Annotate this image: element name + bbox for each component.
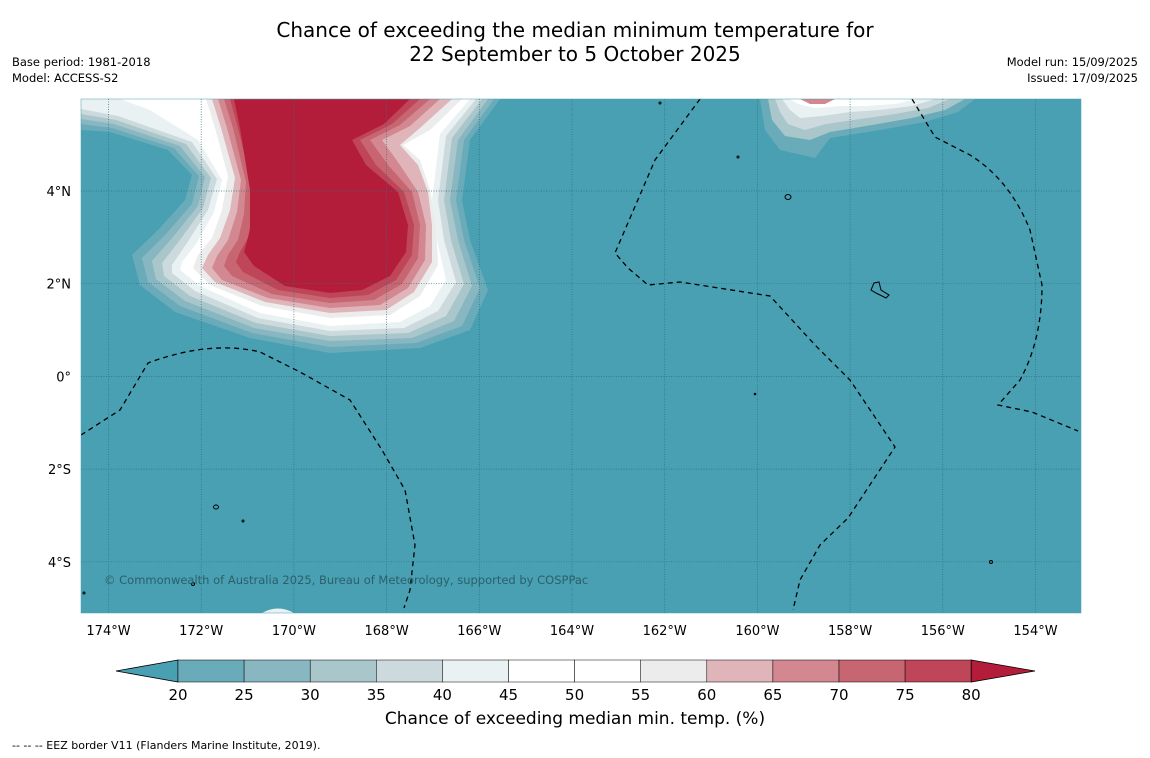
x-axis-ticks: 174°W 172°W 170°W 168°W 166°W 164°W 162°W 160°W… — [86, 624, 1057, 639]
colorbar-tick-label: 35 — [367, 686, 386, 700]
x-tick-label: 168°W — [365, 624, 409, 639]
colorbar-bin — [508, 659, 575, 683]
colorbar-tick-label: 20 — [168, 686, 187, 700]
y-tick-label: 4°S — [48, 556, 71, 571]
model-text: Model: ACCESS-S2 — [12, 71, 119, 85]
colorbar-bin — [574, 659, 641, 683]
x-tick-label: 170°W — [272, 624, 316, 639]
x-tick-label: 162°W — [643, 624, 687, 639]
map-frame — [80, 98, 1082, 614]
anomaly-region-west — [81, 99, 500, 353]
map-figure: © Commonwealth of Australia 2025, Bureau… — [47, 98, 1082, 700]
colorbar-extend-low — [115, 659, 179, 683]
copyright-text: © Commonwealth of Australia 2025, Bureau… — [104, 573, 588, 587]
base-period-text: Base period: 1981-2018 — [12, 55, 151, 69]
chart-title: Chance of exceeding the median minimum t… — [0, 18, 1150, 66]
colorbar-tick-label: 30 — [301, 686, 320, 700]
colorbar-bin — [177, 659, 245, 683]
anomaly-blip-south — [262, 608, 294, 613]
colorbar-bin — [640, 659, 708, 683]
map-grid — [81, 99, 1081, 613]
colorbar-bin — [376, 659, 443, 683]
x-tick-label: 158°W — [828, 624, 872, 639]
colorbar-tick-label: 40 — [433, 686, 452, 700]
y-tick-label: 2°S — [48, 463, 71, 478]
colorbar: 20 25 30 35 40 45 50 55 60 65 70 75 80 — [115, 659, 1036, 700]
colorbar-tick-label: 55 — [631, 686, 650, 700]
colorbar-tick-label: 45 — [499, 686, 518, 700]
x-tick-label: 156°W — [921, 624, 965, 639]
colorbar-bin — [904, 659, 972, 683]
y-tick-label: 4°N — [47, 185, 72, 200]
colorbar-tick-label: 80 — [962, 686, 981, 700]
issued-text: Issued: 17/09/2025 — [1027, 71, 1138, 85]
eez-borders — [81, 99, 1079, 611]
meta-left: Base period: 1981-2018 Model: ACCESS-S2 — [12, 54, 151, 86]
title-line-1: Chance of exceeding the median minimum t… — [276, 18, 874, 42]
anomaly-region-northeast — [760, 99, 975, 158]
colorbar-bin — [706, 659, 774, 683]
colorbar-bin — [772, 659, 840, 683]
colorbar-tick-label: 70 — [829, 686, 848, 700]
x-tick-label: 160°W — [735, 624, 779, 639]
colorbar-tick-label: 50 — [565, 686, 584, 700]
x-tick-label: 154°W — [1013, 624, 1057, 639]
colorbar-label: Chance of exceeding median min. temp. (%… — [384, 709, 766, 729]
colorbar-tick-label: 60 — [697, 686, 716, 700]
colorbar-tick-label: 65 — [763, 686, 782, 700]
x-tick-label: 166°W — [457, 624, 501, 639]
colorbar-bin — [838, 659, 906, 683]
islands — [82, 101, 993, 595]
colorbar-bin — [309, 659, 377, 683]
colorbar-bin — [243, 659, 311, 683]
y-tick-label: 0° — [56, 370, 71, 385]
eez-legend-note: -- -- -- EEZ border V11 (Flanders Marine… — [12, 739, 321, 752]
y-axis-ticks: 4°N 2°N 0° 2°S 4°S — [47, 185, 72, 571]
title-line-2: 22 September to 5 October 2025 — [409, 42, 741, 66]
colorbar-extend-high — [970, 659, 1036, 683]
y-tick-label: 2°N — [47, 278, 72, 293]
model-run-text: Model run: 15/09/2025 — [1006, 55, 1138, 69]
map-area: © Commonwealth of Australia 2025, Bureau… — [81, 99, 1081, 613]
colorbar-tick-label: 75 — [896, 686, 915, 700]
x-tick-label: 164°W — [550, 624, 594, 639]
colorbar-tick-label: 25 — [235, 686, 254, 700]
x-tick-label: 172°W — [179, 624, 223, 639]
colorbar-bin — [442, 659, 509, 683]
meta-right: Model run: 15/09/2025 Issued: 17/09/2025 — [1007, 54, 1138, 86]
x-tick-label: 174°W — [86, 624, 130, 639]
